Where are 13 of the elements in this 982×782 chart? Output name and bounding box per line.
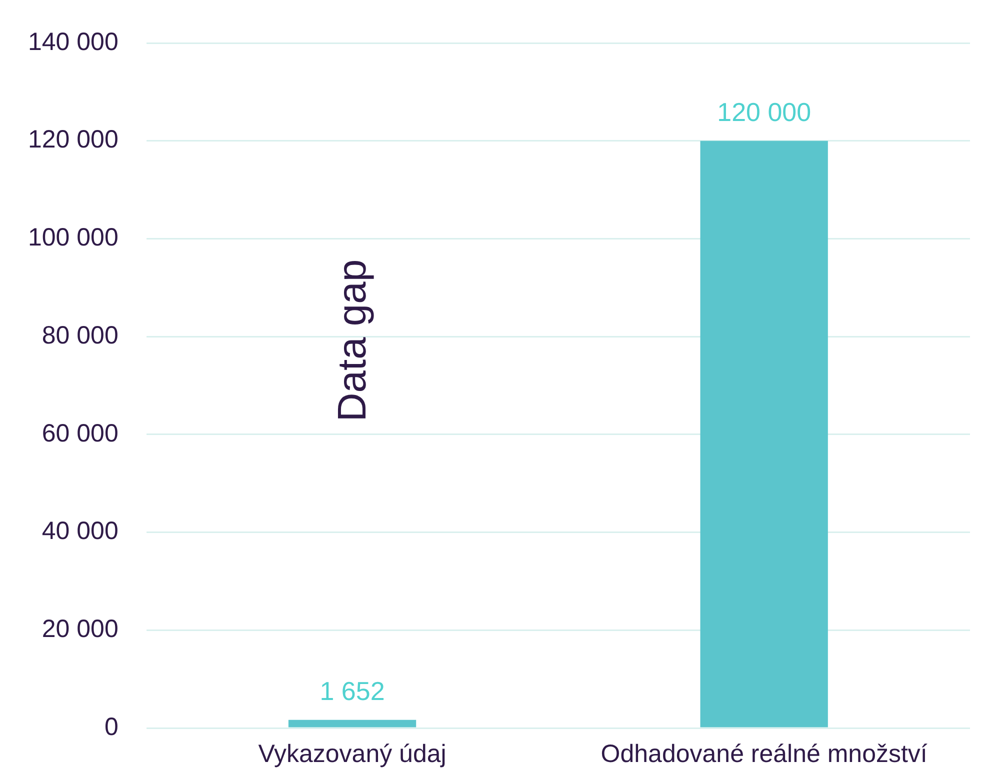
y-tick-label: 140 000: [28, 28, 118, 56]
y-tick-label: 60 000: [42, 419, 118, 448]
y-tick-label: 0: [104, 712, 118, 741]
data-label: 1 652: [320, 676, 385, 706]
y-tick-label: 100 000: [28, 224, 118, 252]
x-tick-label: Odhadované reálné množství: [600, 740, 928, 768]
y-tick-label: 40 000: [42, 517, 118, 546]
data-label: 120 000: [717, 97, 812, 128]
x-tick-label: Vykazovaný údaj: [258, 740, 446, 768]
y-tick-label: 120 000: [28, 126, 118, 154]
y-tick-label: 20 000: [42, 615, 118, 644]
annotation: Data gap: [330, 259, 374, 422]
y-tick-label: 80 000: [42, 321, 118, 350]
